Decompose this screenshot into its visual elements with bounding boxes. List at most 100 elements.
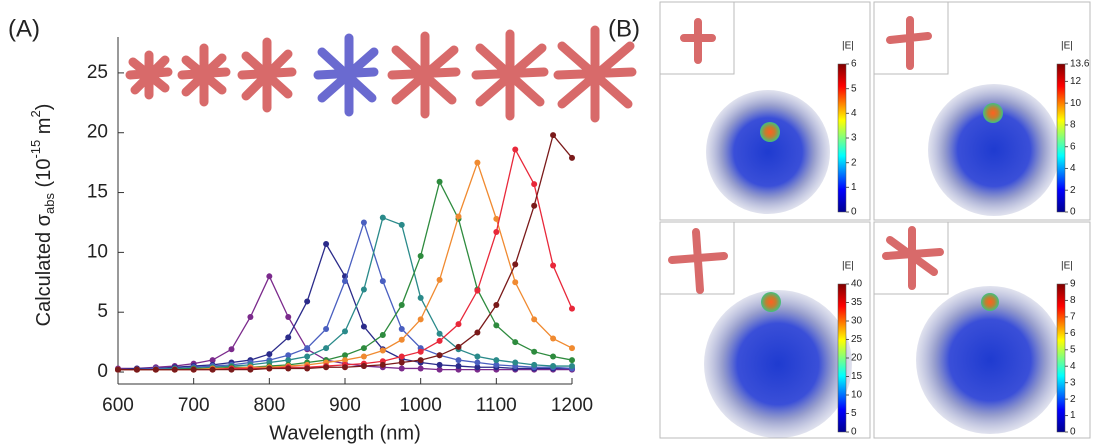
data-point: [474, 364, 481, 371]
colorbar: [1056, 63, 1066, 213]
data-point: [304, 298, 311, 305]
data-point: [342, 364, 348, 371]
data-point: [474, 353, 481, 360]
colorbar-tick-label: 9: [1070, 279, 1076, 290]
data-point: [455, 321, 462, 328]
series-line: [118, 216, 572, 371]
data-point: [493, 357, 500, 364]
data-point: [569, 154, 575, 161]
data-point: [360, 345, 367, 352]
data-point: [342, 352, 348, 359]
plot-a: 0 5 10 15 20 25 600 700 800 900 1000 1100 1200 Wavele…: [28, 37, 593, 444]
colorbar-tick-label: 13.6: [1070, 59, 1090, 70]
panel-label: (B): [608, 15, 640, 42]
y-tick-label: 10: [87, 241, 108, 262]
x-tick-label: 600: [102, 395, 134, 416]
data-point: [323, 364, 330, 371]
colorbar-tick-label: 12: [1070, 76, 1082, 87]
data-point: [133, 366, 140, 373]
data-point: [493, 302, 500, 309]
x-tick-label: 900: [329, 395, 361, 416]
data-point: [417, 316, 424, 323]
data-point: [379, 214, 386, 221]
data-point: [531, 361, 538, 368]
colorbar-tick-label: 15: [851, 371, 863, 382]
data-point: [228, 346, 235, 353]
data-point: [266, 365, 273, 372]
nanostar-icons: [125, 25, 637, 123]
data-point: [304, 365, 311, 372]
series-line: [118, 133, 573, 371]
data-point: [285, 357, 292, 364]
colorbar-tick-label: 10: [1070, 98, 1082, 109]
x-tick-label: 700: [178, 395, 210, 416]
data-point: [266, 351, 273, 358]
data-point: [455, 363, 462, 370]
data-point: [436, 330, 443, 337]
data-point: [342, 357, 348, 364]
colorbar: [837, 63, 847, 213]
colorbar-tick-label: 5: [851, 83, 857, 94]
colorbar: [837, 283, 847, 433]
colorbar-tick-label: 5: [1070, 344, 1076, 355]
colorbar-tick-label: 2: [1070, 394, 1076, 405]
data-point: [323, 241, 330, 248]
colorbar-title: |E|: [1061, 261, 1073, 272]
colorbar-tick-label: 6: [1070, 141, 1076, 152]
colorbar-tick-label: 35: [851, 297, 863, 308]
data-point: [436, 337, 443, 344]
data-point: [474, 359, 481, 366]
colorbar-tick-label: 25: [851, 334, 863, 345]
data-point: [398, 302, 405, 309]
data-point: [398, 325, 405, 332]
data-point: [493, 361, 500, 368]
y-axis-label-part: (10: [33, 159, 55, 193]
colorbar-title: |E|: [842, 261, 854, 272]
colorbar: [1056, 283, 1066, 433]
data-point: [417, 348, 424, 355]
data-point: [266, 273, 273, 280]
data-point: [569, 357, 575, 364]
x-tick-label: 800: [253, 395, 285, 416]
colorbar-tick-label: 6: [851, 59, 857, 70]
data-point: [247, 313, 254, 320]
data-point: [436, 352, 443, 359]
data-point: [285, 334, 292, 341]
colorbar-tick-label: 8: [1070, 120, 1076, 131]
data-point: [209, 366, 216, 373]
data-point: [417, 252, 424, 259]
colorbar-tick-label: 10: [851, 390, 863, 401]
data-point: [360, 363, 367, 370]
data-point: [342, 328, 348, 335]
data-point: [436, 178, 443, 185]
data-point: [550, 353, 557, 360]
data-point: [209, 357, 216, 364]
data-point: [398, 336, 405, 343]
data-point: [436, 276, 443, 283]
series-line: [118, 160, 573, 371]
colorbar-tick-label: 1: [1070, 410, 1076, 421]
data-point: [455, 213, 462, 220]
y-axis-label-part: -15: [28, 140, 43, 159]
data-point: [512, 359, 519, 366]
y-tick-label: 5: [97, 301, 108, 322]
colorbar-tick-label: 0: [851, 427, 857, 438]
data-point: [398, 359, 405, 366]
panel-label: (A): [8, 15, 40, 42]
colorbar-tick-label: 0: [1070, 207, 1076, 218]
data-point: [360, 219, 367, 226]
colorbar-tick-label: 2: [851, 157, 857, 168]
x-tick-label: 1000: [400, 395, 442, 416]
data-point: [531, 316, 538, 323]
y-axis-label-part: Calculated σ: [33, 213, 55, 326]
data-point: [417, 357, 424, 364]
data-point: [304, 345, 311, 352]
colorbar-tick-label: 4: [1070, 361, 1076, 372]
colorbar-tick-label: 4: [1070, 163, 1076, 174]
y-tick-label: 0: [97, 361, 108, 382]
y-axis-label-part: 2: [28, 110, 43, 117]
data-point: [398, 365, 405, 372]
y-axis-label-part: abs: [42, 193, 57, 214]
data-point: [531, 348, 538, 355]
